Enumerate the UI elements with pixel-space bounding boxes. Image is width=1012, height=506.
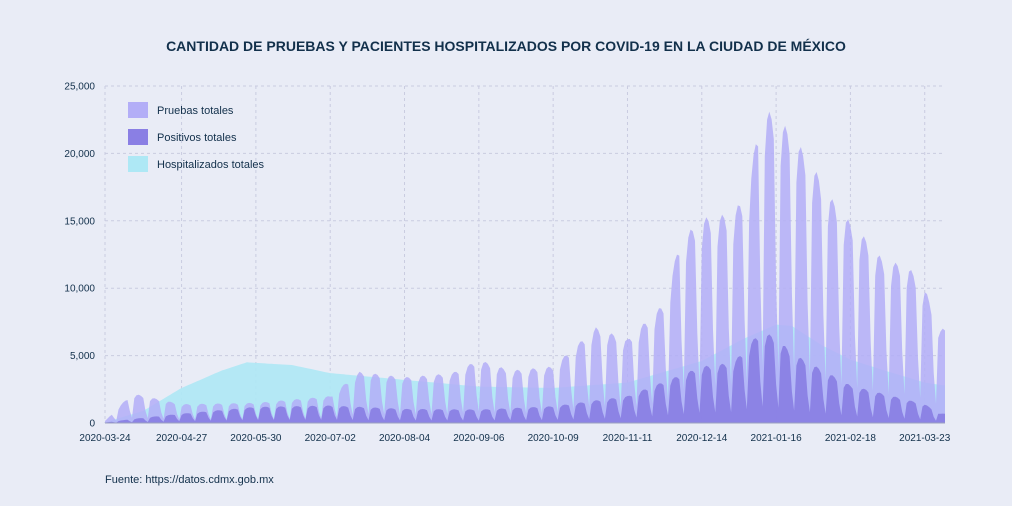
legend-label: Positivos totales [157, 132, 237, 144]
axis-layer: 0 5,000 10,000 15,000 20,000 25,000 2020-03-24… [64, 82, 950, 445]
y-tick-label: 20,000 [64, 149, 95, 160]
legend-label: Pruebas totales [157, 105, 234, 117]
x-tick-label: 2020-09-06 [453, 433, 505, 444]
chart-title: CANTIDAD DE PRUEBAS Y PACIENTES HOSPITAL… [166, 38, 846, 54]
positivos-area [105, 334, 945, 423]
legend-swatch [128, 129, 148, 145]
source-note: Fuente: https://datos.cdmx.gob.mx [105, 474, 274, 486]
x-tick-label: 2020-08-04 [379, 433, 431, 444]
x-tick-label: 2020-07-02 [305, 433, 357, 444]
y-tick-label: 5,000 [70, 351, 95, 362]
y-tick-label: 10,000 [64, 284, 95, 295]
y-tick-label: 25,000 [64, 82, 95, 93]
y-tick-label: 15,000 [64, 216, 95, 227]
x-tick-label: 2020-05-30 [230, 433, 282, 444]
x-tick-label: 2020-11-11 [603, 433, 653, 444]
x-tick-label: 2021-03-23 [899, 433, 951, 444]
x-tick-label: 2020-12-14 [676, 433, 728, 444]
legend-swatch [128, 102, 148, 118]
legend-label: Hospitalizados totales [157, 159, 265, 171]
positivos-area-layer [105, 334, 945, 423]
y-tick-label: 0 [89, 419, 95, 430]
pruebas-area [105, 111, 945, 423]
x-tick-label: 2020-03-24 [79, 433, 131, 444]
legend-swatch [128, 156, 148, 172]
pruebas-area-layer [105, 111, 945, 423]
x-tick-label: 2020-04-27 [156, 433, 208, 444]
x-tick-label: 2021-02-18 [825, 433, 877, 444]
x-tick-label: 2021-01-16 [751, 433, 803, 444]
legend: Pruebas totales Positivos totales Hospital… [128, 102, 265, 172]
x-tick-label: 2020-10-09 [528, 433, 580, 444]
